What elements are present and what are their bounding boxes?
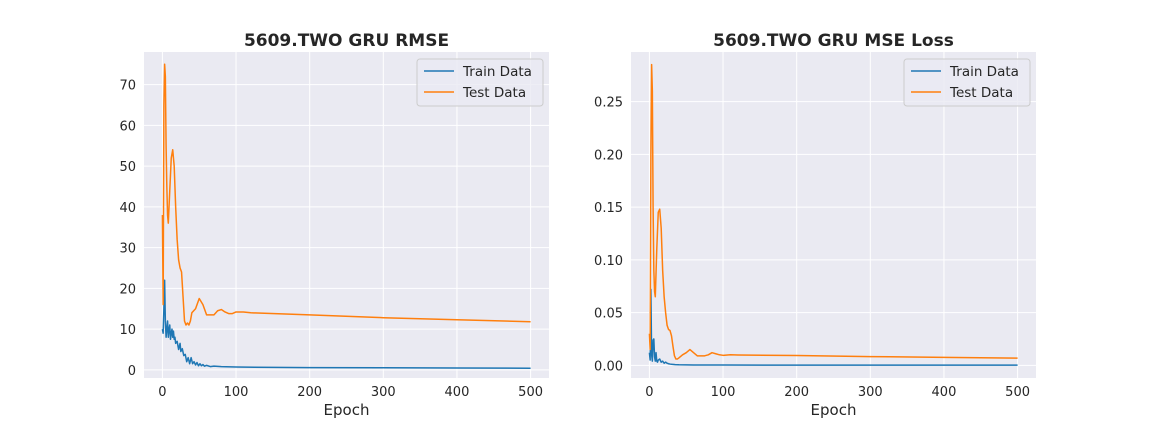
mse-y-tick-label: 0.05 <box>594 307 623 322</box>
mse-y-tick-label: 0.15 <box>594 201 623 216</box>
rmse-x-tick-label: 200 <box>297 385 322 400</box>
rmse-train-data-line <box>161 279 531 369</box>
rmse-y-tick-label: 40 <box>119 201 136 216</box>
rmse-test-data-line <box>161 63 531 326</box>
mse-x-tick-label: 0 <box>645 385 653 400</box>
rmse-y-tick-label: 0 <box>128 364 136 379</box>
mse-y-tick-label: 0.00 <box>594 359 623 374</box>
rmse-y-tick-label: 60 <box>119 119 136 134</box>
mse-y-tick-label: 0.10 <box>594 254 623 269</box>
mse-legend: Train Data Test Data <box>903 58 1031 107</box>
mse-train-data-line <box>648 288 1018 366</box>
mse-x-ticks: 0 100 200 300 400 500 <box>645 385 1030 400</box>
rmse-x-tick-label: 500 <box>518 385 543 400</box>
rmse-y-tick-label: 50 <box>119 160 136 175</box>
mse-y-tick-label: 0.20 <box>594 148 623 163</box>
rmse-legend-test-label: Test Data <box>462 85 526 101</box>
mse-y-tick-label: 0.25 <box>594 96 623 111</box>
rmse-legend: Train Data Test Data <box>416 58 544 107</box>
mse-x-tick-label: 400 <box>932 385 957 400</box>
mse-y-ticks: 0.00 0.05 0.10 0.15 0.20 0.25 <box>594 96 623 375</box>
mse-test-data-line <box>648 63 1018 360</box>
rmse-y-tick-label: 30 <box>119 242 136 257</box>
rmse-series-lines <box>161 63 531 369</box>
rmse-y-ticks: 0 10 20 30 40 50 60 70 <box>119 79 136 379</box>
rmse-chart-title: 5609.TWO GRU RMSE <box>244 31 449 51</box>
rmse-x-tick-label: 100 <box>224 385 249 400</box>
rmse-y-tick-label: 70 <box>119 79 136 94</box>
rmse-chart: 0 100 200 300 400 500 0 10 20 30 40 50 60 70 5609.TW… <box>119 31 549 419</box>
mse-x-tick-label: 100 <box>711 385 736 400</box>
mse-x-tick-label: 300 <box>858 385 883 400</box>
rmse-legend-train-label: Train Data <box>462 64 532 80</box>
mse-loss-chart: 0 100 200 300 400 500 0.00 0.05 0.10 0.15 0.20 0.2… <box>594 31 1036 419</box>
rmse-grid <box>144 52 549 378</box>
mse-legend-train-label: Train Data <box>949 64 1019 80</box>
rmse-y-tick-label: 10 <box>119 323 136 338</box>
mse-x-tick-label: 500 <box>1005 385 1030 400</box>
mse-x-tick-label: 200 <box>784 385 809 400</box>
rmse-x-tick-label: 300 <box>371 385 396 400</box>
mse-legend-test-label: Test Data <box>949 85 1013 101</box>
mse-series-lines <box>648 63 1018 366</box>
rmse-y-tick-label: 20 <box>119 282 136 297</box>
rmse-x-tick-label: 0 <box>158 385 166 400</box>
mse-chart-title: 5609.TWO GRU MSE Loss <box>713 31 954 51</box>
mse-x-axis-label: Epoch <box>811 401 857 419</box>
rmse-x-tick-label: 400 <box>445 385 470 400</box>
rmse-x-ticks: 0 100 200 300 400 500 <box>158 385 543 400</box>
rmse-x-axis-label: Epoch <box>324 401 370 419</box>
